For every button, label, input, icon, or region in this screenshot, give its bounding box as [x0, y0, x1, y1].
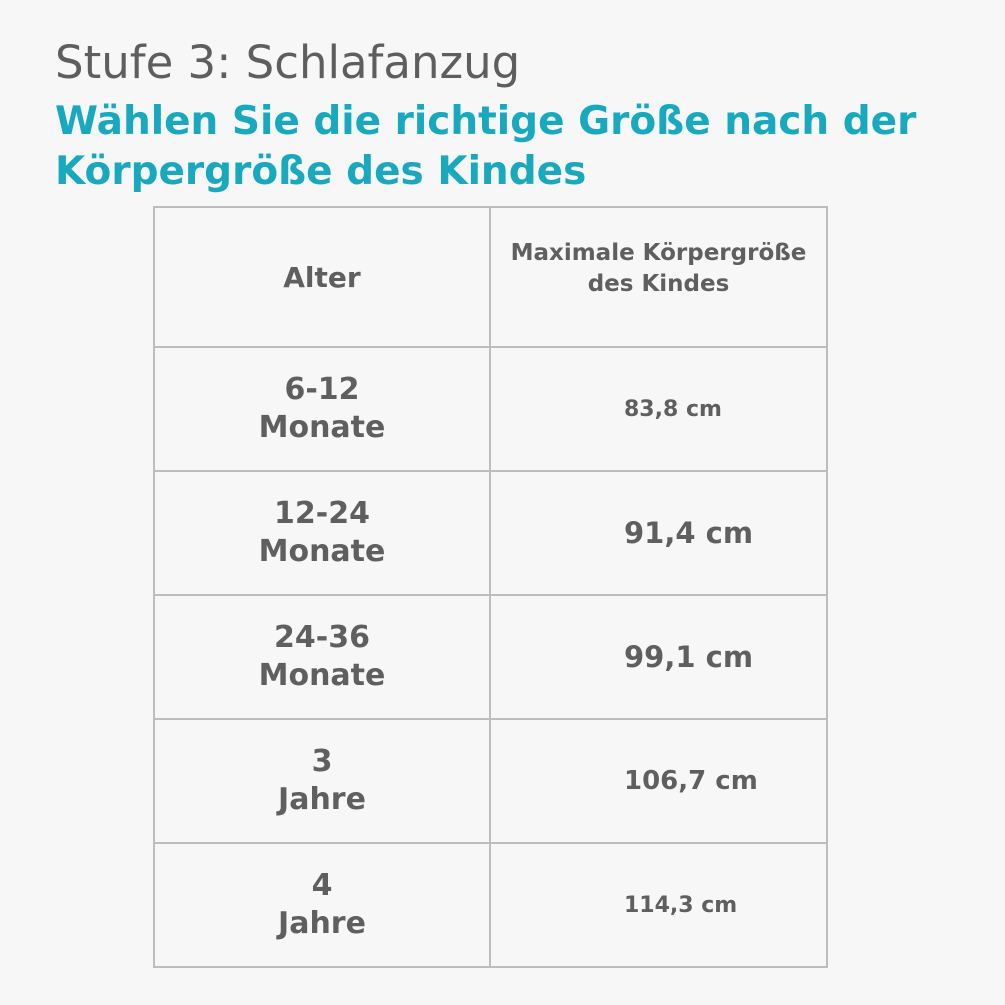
table-header-row: Alter Maximale Körpergröße des Kindes	[153, 206, 828, 348]
size-table: Alter Maximale Körpergröße des Kindes 6-…	[153, 206, 828, 968]
age-cell: 12-24 Monate	[153, 470, 491, 596]
age-unit: Jahre	[278, 782, 366, 817]
age-cell: 3 Jahre	[153, 718, 491, 844]
height-cell: 99,1 cm	[489, 594, 828, 720]
age-range: 12-24	[274, 496, 370, 531]
step-title: Stufe 3: Schlafanzug	[55, 36, 521, 89]
subtitle-line-1: Wählen Sie die richtige Größe nach der	[55, 99, 917, 144]
age-range: 6-12	[284, 372, 360, 407]
age-range: 24-36	[274, 620, 370, 655]
subtitle-line-2: Körpergröße des Kindes	[55, 149, 587, 194]
height-header-line-2: des Kindes	[587, 271, 730, 297]
table-row: 12-24 Monate 91,4 cm	[153, 470, 828, 596]
height-cell: 106,7 cm	[489, 718, 828, 844]
table-row: 6-12 Monate 83,8 cm	[153, 346, 828, 472]
table-row: 3 Jahre 106,7 cm	[153, 718, 828, 844]
age-cell: 6-12 Monate	[153, 346, 491, 472]
table-row: 4 Jahre 114,3 cm	[153, 842, 828, 968]
height-cell: 83,8 cm	[489, 346, 828, 472]
size-guide-subtitle: Wählen Sie die richtige Größe nach der K…	[55, 97, 916, 197]
height-column-header: Maximale Körpergröße des Kindes	[489, 206, 828, 348]
age-unit: Monate	[258, 410, 386, 445]
age-unit: Monate	[258, 534, 386, 569]
age-column-header: Alter	[153, 206, 491, 348]
height-header-line-1: Maximale Körpergröße	[510, 240, 807, 266]
age-unit: Monate	[258, 658, 386, 693]
table-row: 24-36 Monate 99,1 cm	[153, 594, 828, 720]
age-range: 3	[311, 744, 333, 779]
age-cell: 4 Jahre	[153, 842, 491, 968]
age-unit: Jahre	[278, 906, 366, 941]
age-cell: 24-36 Monate	[153, 594, 491, 720]
height-cell: 91,4 cm	[489, 470, 828, 596]
age-range: 4	[311, 868, 333, 903]
height-cell: 114,3 cm	[489, 842, 828, 968]
